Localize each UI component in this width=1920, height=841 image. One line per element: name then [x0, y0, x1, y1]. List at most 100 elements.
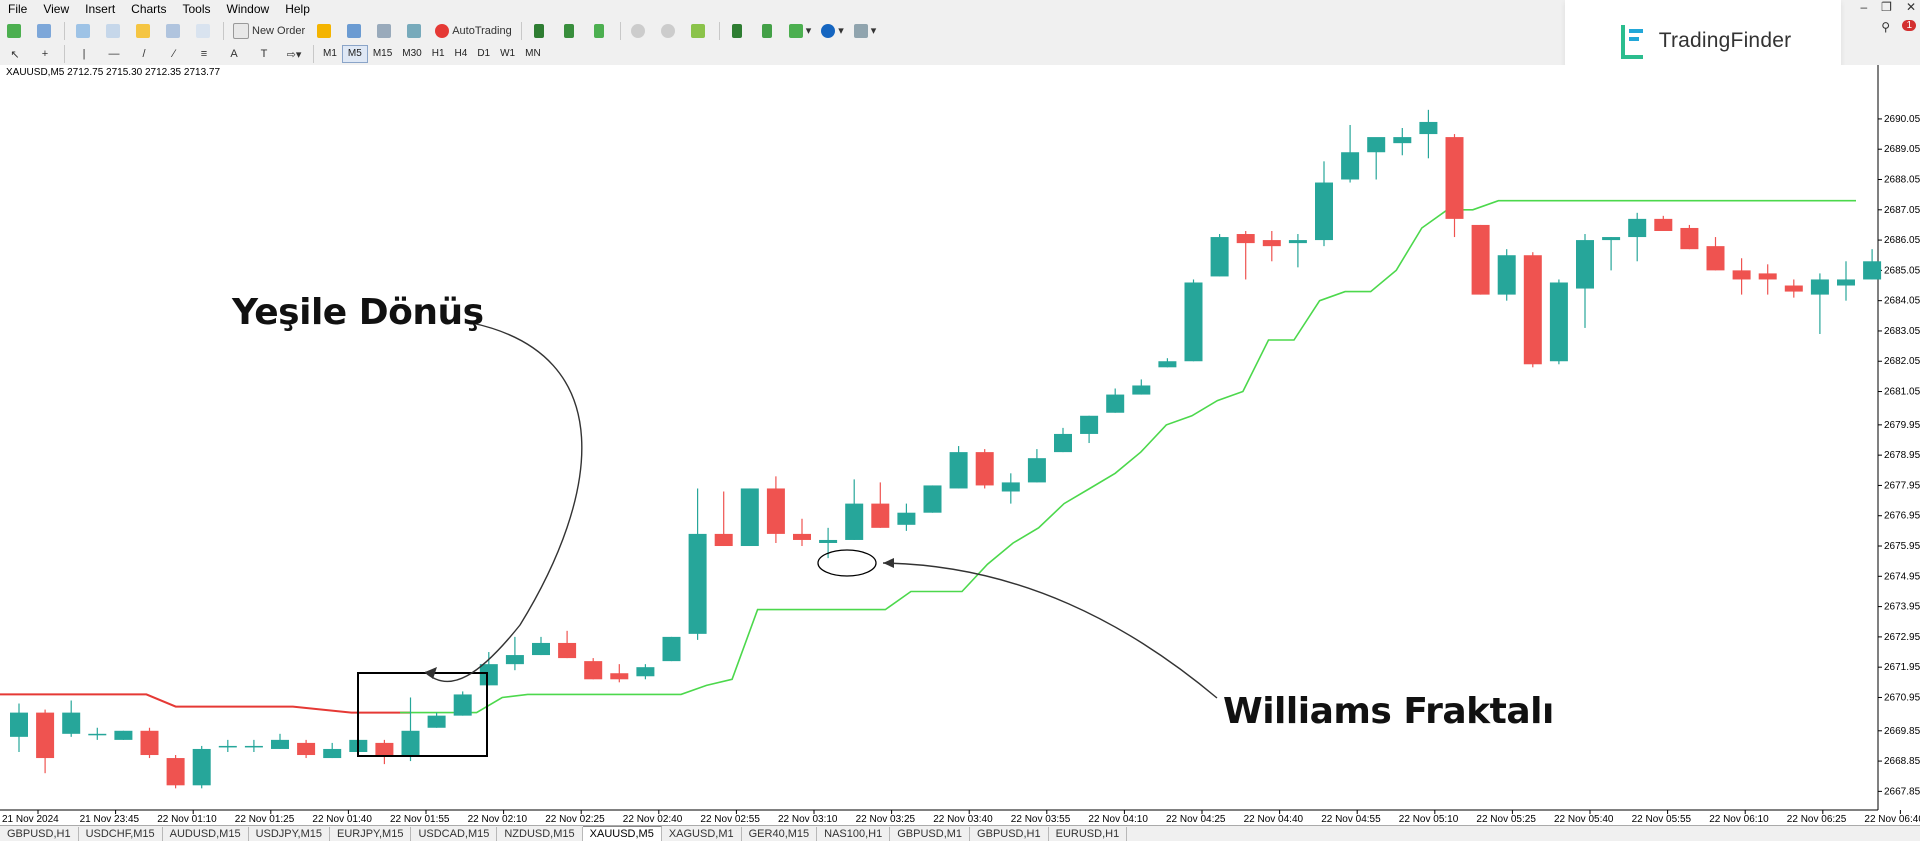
arrows-icon[interactable]: ⇨▾	[286, 48, 302, 61]
vertical-line-icon[interactable]: |	[82, 48, 86, 60]
menu-file[interactable]: File	[8, 2, 28, 16]
minimize-icon[interactable]: –	[1860, 0, 1868, 14]
chart-tab[interactable]: GBPUSD,H1	[0, 827, 79, 841]
autoscroll-icon[interactable]	[756, 21, 782, 41]
candle-body	[584, 661, 603, 680]
chart-tab[interactable]: XAUUSD,M5	[582, 826, 662, 841]
candle-body	[1576, 240, 1594, 289]
vps-icon[interactable]	[402, 21, 428, 41]
timeframe-h4[interactable]: H4	[454, 48, 468, 59]
timeframe-w1[interactable]: W1	[500, 48, 516, 59]
timeframe-m30[interactable]: M30	[402, 48, 422, 59]
y-tick-label: 2687.05	[1884, 205, 1920, 216]
indicators-icon[interactable]: ▾	[786, 21, 815, 41]
y-tick-label: 2677.95	[1884, 480, 1920, 491]
autotrading-button[interactable]: AutoTrading	[432, 21, 515, 41]
trendline-icon[interactable]: /	[142, 48, 146, 60]
chart-tab[interactable]: EURUSD,H1	[1048, 827, 1128, 841]
close-icon[interactable]: ✕	[1905, 0, 1916, 14]
fibonacci-icon[interactable]: ≡	[200, 48, 208, 60]
timeframe-m1[interactable]: M1	[323, 48, 337, 59]
terminal-icon[interactable]	[161, 21, 187, 41]
menu-insert[interactable]: Insert	[85, 2, 116, 16]
zoom-out-icon[interactable]	[657, 21, 683, 41]
x-tick-label: 22 Nov 03:55	[1011, 814, 1071, 825]
candle-body	[1315, 182, 1333, 241]
x-tick-label: 22 Nov 06:25	[1787, 814, 1847, 825]
data-window-icon[interactable]	[101, 21, 127, 41]
new-order-button[interactable]: New Order	[230, 21, 308, 41]
chart-tabs: GBPUSD,H1 USDCHF,M15 AUDUSD,M15 USDJPY,M15 E…	[0, 825, 1920, 841]
trailing-stop-green-line	[400, 199, 1856, 714]
candle-body	[1106, 394, 1125, 413]
bar-chart-icon[interactable]	[528, 21, 554, 41]
candlestick-chart-icon[interactable]	[558, 21, 584, 41]
signals-icon[interactable]	[342, 21, 368, 41]
navigator-icon[interactable]	[131, 21, 157, 41]
zoom-in-icon[interactable]	[627, 21, 653, 41]
equidistant-channel-icon[interactable]: ∕	[173, 48, 175, 60]
candle-body	[688, 533, 707, 634]
chart-tab[interactable]: USDCAD,M15	[411, 827, 498, 841]
horizontal-line-icon[interactable]: —	[108, 48, 120, 60]
metaeditor-icon[interactable]	[312, 21, 338, 41]
text-icon[interactable]: A	[230, 48, 238, 60]
chart-tab[interactable]: AUDUSD,M15	[162, 827, 249, 841]
cursor-icon[interactable]: ↖	[10, 48, 20, 61]
tester-icon[interactable]	[191, 21, 217, 41]
candle-body	[1523, 255, 1542, 365]
chart-tab[interactable]: GER40,M15	[741, 827, 818, 841]
chart-window[interactable]: XAUUSD,M5 2712.75 2715.30 2712.35 2713.7…	[0, 65, 1920, 825]
candle-body	[714, 533, 733, 547]
chart-shift-icon[interactable]	[726, 21, 752, 41]
candle-body	[297, 742, 316, 756]
timeframe-m5[interactable]: M5	[341, 45, 368, 63]
candle-body	[1001, 482, 1020, 492]
menu-charts[interactable]: Charts	[131, 2, 167, 16]
timeframe-mn[interactable]: MN	[525, 48, 541, 59]
williams-fractal-arrow	[882, 562, 1218, 699]
timeframe-d1[interactable]: D1	[477, 48, 491, 59]
market-icon[interactable]	[372, 21, 398, 41]
chart-tab[interactable]: USDJPY,M15	[248, 827, 330, 841]
line-chart-icon[interactable]	[588, 21, 614, 41]
candle-body	[949, 452, 968, 489]
x-tick-label: 22 Nov 01:10	[157, 814, 217, 825]
menu-view[interactable]: View	[43, 2, 70, 16]
templates-icon[interactable]: ▾	[851, 21, 880, 41]
candle-body	[819, 539, 838, 543]
x-tick-label: 22 Nov 06:40	[1864, 814, 1920, 825]
candle-body	[871, 503, 890, 528]
chart-tab[interactable]: NAS100,H1	[817, 827, 891, 841]
chart-tab[interactable]: GBPUSD,M1	[890, 827, 971, 841]
y-tick-label: 2672.95	[1884, 632, 1920, 643]
chart-tab[interactable]: USDCHF,M15	[78, 827, 163, 841]
search-icon[interactable]: ⚲	[1881, 20, 1890, 34]
restore-icon[interactable]: ❐	[1881, 0, 1892, 14]
chart-tab[interactable]: NZDUSD,M15	[497, 827, 583, 841]
timeframe-m15[interactable]: M15	[372, 48, 393, 59]
new-chart-icon[interactable]	[2, 21, 28, 41]
market-watch-icon[interactable]	[71, 21, 97, 41]
y-tick-label: 2690.05	[1884, 114, 1920, 125]
price-chart[interactable]: 2690.05 2689.05 2688.05 2687.05 2686.05 2685.…	[0, 65, 1920, 825]
crosshair-icon[interactable]: +	[41, 48, 49, 60]
timeframe-h1[interactable]: H1	[431, 48, 445, 59]
candle-body	[1758, 273, 1777, 280]
chart-tab[interactable]: EURJPY,M15	[330, 827, 412, 841]
text-label-icon[interactable]: T	[260, 48, 268, 60]
periods-icon[interactable]: ▾	[818, 21, 847, 41]
trailing-stop-red-line	[0, 693, 410, 714]
x-tick-label: 22 Nov 06:10	[1709, 814, 1769, 825]
menu-tools[interactable]: Tools	[182, 2, 211, 16]
chart-tab[interactable]: GBPUSD,H1	[970, 827, 1049, 841]
menu-help[interactable]: Help	[285, 2, 310, 16]
candle-body	[88, 733, 107, 736]
profiles-icon[interactable]	[32, 21, 58, 41]
tile-windows-icon[interactable]	[687, 21, 713, 41]
menu-window[interactable]: Window	[226, 2, 270, 16]
chart-tab[interactable]: XAGUSD,M1	[661, 827, 742, 841]
y-tick-label: 2686.05	[1884, 235, 1920, 246]
y-tick-label: 2685.05	[1884, 265, 1920, 276]
notification-badge[interactable]: 1	[1902, 20, 1916, 31]
